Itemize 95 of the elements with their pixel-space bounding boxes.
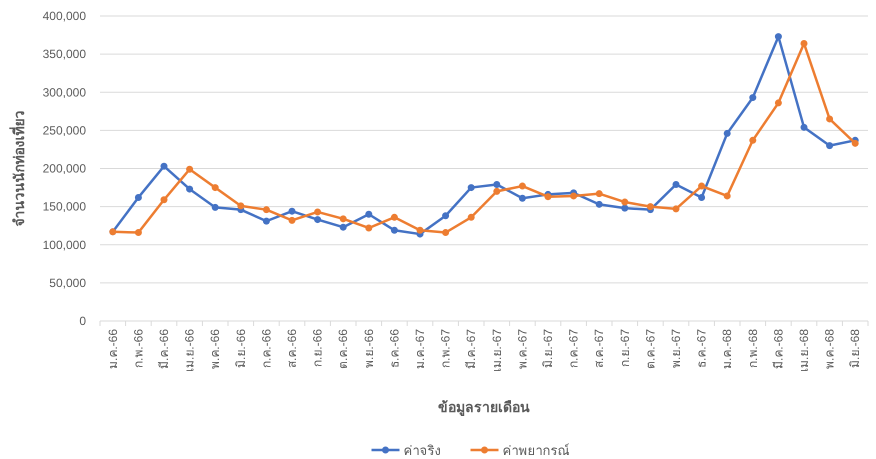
y-tick-label: 350,000 [42,47,86,62]
y-tick-label: 400,000 [42,9,86,23]
point [288,208,296,215]
x-tick-label: ก.พ.-67 [438,328,453,368]
x-tick-label: เม.ย.-66 [182,328,197,372]
point [596,200,603,208]
x-tick-label: ก.พ.-66 [131,328,146,368]
point [621,198,628,206]
point [493,181,500,188]
y-tick-label: 300,000 [42,85,86,100]
x-tick-label: พ.ค.-68 [822,328,837,370]
y-axis-title: จำนวนนักท่องเที่ยว [9,110,27,226]
point [518,194,526,202]
point [262,218,270,225]
point [340,215,347,222]
point [212,184,219,192]
y-tick-label: 150,000 [42,200,86,214]
point [826,142,834,150]
y-tick-label: 100,000 [42,238,86,252]
point [724,192,731,200]
x-tick-label: มี.ค.-67 [464,328,478,370]
point [852,140,859,147]
legend-label: ค่าจริง [404,443,440,458]
x-tick-label: ม.ค.-68 [720,328,734,370]
point [749,136,756,144]
point [646,203,654,210]
point [800,124,808,131]
x-tick-label: มิ.ย.-66 [234,328,248,368]
point [468,214,475,221]
point [544,193,552,200]
y-tick-label: 50,000 [49,276,86,290]
point [698,182,706,190]
point [160,196,168,204]
point [800,40,808,47]
point [621,204,628,212]
point [340,224,347,231]
x-tick-label: พ.ค.-66 [208,328,222,370]
point [468,184,475,192]
point [186,166,194,173]
point [518,182,526,190]
x-tick-label: ธ.ค.-66 [387,328,402,368]
x-tick-label: พ.ย.-66 [362,328,376,368]
point [262,206,270,214]
point [288,216,296,224]
x-tick-label: ต.ค.-66 [336,328,350,370]
legend-label: ค่าพยากรณ์ [502,443,570,458]
point [442,212,450,220]
x-tick-label: พ.ค.-67 [515,328,530,370]
x-tick-label: มี.ค.-66 [157,328,171,370]
x-tick-label: ก.พ.-68 [746,328,760,368]
x-tick-label: มี.ค.-68 [771,328,786,370]
point [698,194,706,201]
y-tick-label: 200,000 [42,162,86,176]
point [774,99,782,106]
x-tick-label: มิ.ย.-68 [848,328,862,368]
point [749,94,756,102]
point [724,130,731,137]
point [314,216,322,224]
point [442,229,450,236]
point [416,226,424,234]
x-tick-label: ธ.ค.-67 [694,328,709,368]
x-tick-label: ส.ค.-66 [285,328,299,368]
point [826,115,834,122]
x-tick-label: ม.ค.-67 [413,328,427,370]
point [134,194,142,201]
point [365,224,372,232]
x-tick-label: ต.ค.-67 [643,328,658,370]
point [596,190,603,198]
point [672,181,680,188]
x-tick-label: พ.ย.-67 [669,328,683,368]
x-tick-label: ก.ค.-67 [566,328,581,368]
x-tick-label: ม.ค.-66 [106,328,120,370]
point [314,208,322,216]
point [390,214,398,221]
point [186,186,194,193]
y-tick-label: 0 [79,314,86,328]
point [390,226,398,234]
x-tick-label: เม.ย.-68 [797,328,811,372]
point [493,188,500,195]
x-tick-label: เม.ย.-67 [490,328,504,372]
point [672,205,680,212]
point [134,229,142,236]
x-tick-label: ก.ย.-66 [310,328,325,368]
x-tick-label: มิ.ย.-67 [541,328,555,368]
point [160,162,168,170]
point [212,204,219,211]
point [365,210,372,218]
point [774,33,782,40]
x-tick-label: ก.ย.-67 [618,328,632,368]
point [570,192,578,200]
x-axis-title: ข้อมูลรายเดือน [438,399,530,416]
point [237,202,244,210]
y-tick-label: 250,000 [42,123,86,138]
x-tick-label: ส.ค.-67 [592,328,606,368]
x-tick-label: ก.ค.-66 [259,328,274,368]
